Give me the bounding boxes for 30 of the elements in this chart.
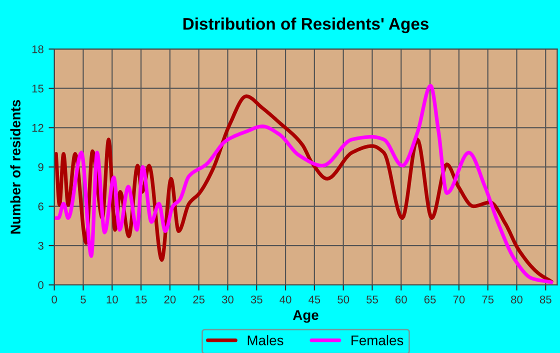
y-tick-label: 18 [32, 45, 44, 54]
legend-label: Females [352, 335, 404, 346]
y-tick-label: 15 [32, 84, 44, 93]
x-tick-label: 15 [136, 296, 147, 304]
x-tick-label: 60 [396, 296, 407, 304]
x-tick-label: 30 [222, 296, 234, 304]
y-tick-label: 0 [38, 281, 44, 290]
x-tick-label: 5 [80, 296, 86, 304]
x-tick-label: 20 [164, 296, 176, 304]
x-tick-label: 35 [250, 296, 262, 304]
x-tick-label: 50 [338, 296, 350, 304]
x-tick-label: 80 [511, 296, 522, 304]
x-tick-label: 55 [366, 296, 378, 304]
x-tick-label: 10 [106, 296, 118, 304]
x-tick-label: 65 [424, 296, 436, 304]
x-axis-title: Age [292, 310, 318, 323]
y-tick-label: 3 [38, 242, 44, 250]
y-axis-title: Number of residents [10, 100, 20, 234]
y-tick-label: 6 [38, 202, 44, 210]
chart-title: Distribution of Residents' Ages [183, 18, 429, 34]
y-tick-label: 12 [32, 124, 44, 132]
legend-label: Males [248, 335, 284, 346]
x-tick-label: 70 [453, 296, 465, 304]
x-tick-label: 85 [540, 296, 552, 304]
x-tick-label: 45 [308, 296, 320, 304]
x-tick-label: 40 [280, 296, 292, 304]
x-tick-label: 25 [193, 296, 205, 304]
y-tick-label: 9 [38, 163, 44, 172]
x-tick-label: 0 [52, 296, 57, 304]
x-tick-label: 75 [482, 296, 494, 304]
